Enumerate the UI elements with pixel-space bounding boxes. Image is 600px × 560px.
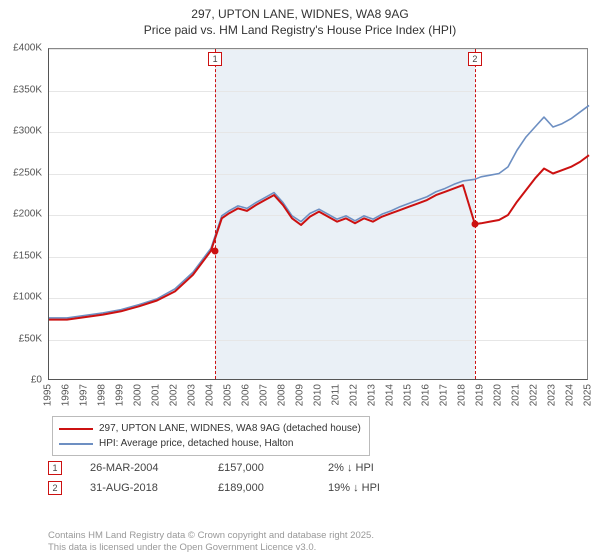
marker-line — [475, 49, 476, 379]
series-line — [49, 155, 589, 319]
x-axis-label: 2013 — [367, 384, 378, 406]
x-axis-label: 2020 — [493, 384, 504, 406]
x-axis-label: 2014 — [385, 384, 396, 406]
sale-dot — [471, 221, 478, 228]
x-axis-label: 2015 — [403, 384, 414, 406]
chart-title-block: 297, UPTON LANE, WIDNES, WA8 9AG Price p… — [0, 0, 600, 38]
transaction-date: 31-AUG-2018 — [90, 482, 218, 494]
chart-area: 12 £0£50K£100K£150K£200K£250K£300K£350K£… — [48, 48, 588, 408]
footer-line2: This data is licensed under the Open Gov… — [48, 542, 374, 554]
transaction-price: £157,000 — [218, 462, 328, 474]
legend-item: 297, UPTON LANE, WIDNES, WA8 9AG (detach… — [59, 421, 361, 436]
title-address: 297, UPTON LANE, WIDNES, WA8 9AG — [0, 6, 600, 22]
x-axis-label: 1995 — [43, 384, 54, 406]
legend: 297, UPTON LANE, WIDNES, WA8 9AG (detach… — [52, 416, 370, 456]
y-axis-label: £200K — [0, 209, 42, 220]
x-axis-label: 2006 — [241, 384, 252, 406]
x-axis-label: 2012 — [349, 384, 360, 406]
y-axis-label: £300K — [0, 126, 42, 137]
transaction-price: £189,000 — [218, 482, 328, 494]
transaction-badge: 1 — [48, 461, 62, 475]
x-axis-label: 2019 — [475, 384, 486, 406]
x-axis-label: 1998 — [97, 384, 108, 406]
y-axis-label: £0 — [0, 375, 42, 386]
transaction-date: 26-MAR-2004 — [90, 462, 218, 474]
transaction-delta: 19% ↓ HPI — [328, 482, 448, 494]
x-axis-label: 2003 — [187, 384, 198, 406]
transaction-row: 1 26-MAR-2004£157,0002% ↓ HPI — [48, 458, 448, 478]
x-axis-label: 2024 — [565, 384, 576, 406]
x-axis-label: 2010 — [313, 384, 324, 406]
x-axis-label: 2001 — [151, 384, 162, 406]
transaction-row: 2 31-AUG-2018£189,00019% ↓ HPI — [48, 478, 448, 498]
y-axis-label: £400K — [0, 43, 42, 54]
legend-label: HPI: Average price, detached house, Halt… — [99, 436, 293, 451]
legend-swatch — [59, 443, 93, 445]
x-axis-label: 2002 — [169, 384, 180, 406]
marker-badge: 1 — [208, 52, 222, 66]
title-subtitle: Price paid vs. HM Land Registry's House … — [0, 22, 600, 38]
legend-swatch — [59, 428, 93, 430]
y-axis-label: £350K — [0, 84, 42, 95]
x-axis-label: 2025 — [583, 384, 594, 406]
x-axis-label: 1996 — [61, 384, 72, 406]
x-axis-label: 2000 — [133, 384, 144, 406]
x-axis-label: 2011 — [331, 384, 342, 406]
y-axis-label: £250K — [0, 167, 42, 178]
series-layer — [49, 49, 587, 379]
y-axis-label: £50K — [0, 333, 42, 344]
x-axis-label: 1997 — [79, 384, 90, 406]
transactions-table: 1 26-MAR-2004£157,0002% ↓ HPI 2 31-AUG-2018… — [48, 458, 448, 498]
x-axis-label: 2018 — [457, 384, 468, 406]
transaction-badge: 2 — [48, 481, 62, 495]
marker-badge: 2 — [468, 52, 482, 66]
x-axis-label: 2005 — [223, 384, 234, 406]
x-axis-label: 2004 — [205, 384, 216, 406]
legend-item: HPI: Average price, detached house, Halt… — [59, 436, 361, 451]
transaction-delta: 2% ↓ HPI — [328, 462, 448, 474]
footer-attribution: Contains HM Land Registry data © Crown c… — [48, 530, 374, 554]
x-axis-label: 2023 — [547, 384, 558, 406]
y-axis-label: £150K — [0, 250, 42, 261]
x-axis-label: 1999 — [115, 384, 126, 406]
x-axis-label: 2007 — [259, 384, 270, 406]
x-axis-label: 2022 — [529, 384, 540, 406]
x-axis-label: 2017 — [439, 384, 450, 406]
x-axis-label: 2016 — [421, 384, 432, 406]
plot-region: 12 — [48, 48, 588, 380]
x-axis-label: 2008 — [277, 384, 288, 406]
footer-line1: Contains HM Land Registry data © Crown c… — [48, 530, 374, 542]
x-axis-label: 2021 — [511, 384, 522, 406]
x-axis-label: 2009 — [295, 384, 306, 406]
legend-label: 297, UPTON LANE, WIDNES, WA8 9AG (detach… — [99, 421, 361, 436]
sale-dot — [212, 247, 219, 254]
marker-line — [215, 49, 216, 379]
y-axis-label: £100K — [0, 292, 42, 303]
